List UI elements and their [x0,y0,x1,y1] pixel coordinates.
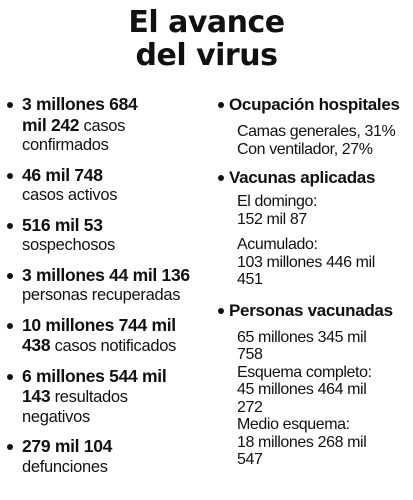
stat-value: 516 mil 53 [22,214,103,235]
stat-item-sospechosos: 516 mil 53 sospechosos [7,214,212,256]
stat-label: casos confirmados [22,116,126,155]
personas-body: 65 millones 345 mil 758 Esquema completo… [218,329,410,469]
stat-item-recuperadas: 3 millones 44 mil 136 personas recuperad… [7,264,212,306]
section-title: Ocupación hospitales [229,95,400,114]
bullet-icon [7,444,13,450]
stat-value: 6 millones 544 mil 143 [22,365,167,406]
stat-value: 3 millones 684 mil 242 [22,94,138,135]
bullet-icon [7,373,13,380]
medio-label: Medio esquema: [237,416,350,433]
section-personas: Personas vacunadas [218,301,410,321]
bullet-icon [7,272,13,279]
bullet-icon [7,172,13,179]
stat-label: defunciones [22,457,108,476]
completo-value: 45 millones 464 mil 272 [237,381,367,416]
vacunas-body: El domingo: 152 mil 87 Acumulado: 103 mi… [218,193,410,289]
stat-label: casos activos [22,186,118,204]
stat-item-confirmados: 3 millones 684 mil 242 casos confirmados [7,94,212,156]
stat-label: casos notificados [50,337,177,355]
stat-item-defunciones: 279 mil 104 defunciones [7,436,212,477]
stat-item-activos: 46 mil 748 casos activos [7,164,212,206]
medio-value: 18 millones 268 mil 547 [237,433,367,469]
title-line-1: El avance [128,5,285,40]
stat-label: personas recuperadas [22,286,181,304]
stat-value: 10 millones 744 mil 438 [22,314,176,355]
bullet-icon [7,322,13,329]
page-title: El avance del virus [0,6,413,72]
bullet-icon [218,102,224,108]
bullet-icon [218,307,224,314]
personas-total: 65 millones 345 mil 758 [237,328,367,364]
con-ventilador: Con ventilador, 27% [237,140,373,158]
stat-item-notificados: 10 millones 744 mil 438 casos notificado… [7,314,212,357]
bullet-icon [218,175,224,181]
left-column: 3 millones 684 mil 242 casos confirmados… [7,94,212,487]
section-hospitales: Ocupación hospitales [218,95,410,115]
acumulado-value: 103 millones 446 mil 451 [237,253,375,289]
domingo-label: El domingo: [237,193,318,210]
stat-value: 279 mil 104 [22,436,113,456]
bullet-icon [7,222,13,229]
title-line-2: del virus [135,38,278,73]
section-title: Vacunas aplicadas [229,168,376,187]
section-vacunas: Vacunas aplicadas [218,168,410,188]
acumulado-label: Acumulado: [237,236,318,253]
section-title: Personas vacunadas [229,300,393,320]
bullet-icon [7,102,13,108]
domingo-value: 152 mil 87 [237,210,307,228]
stat-label: sospechosos [22,236,116,254]
completo-label: Esquema completo: [237,363,372,381]
stat-item-negativos: 6 millones 544 mil 143 resultados negati… [7,365,212,428]
hospitales-body: Camas generales, 31% Con ventilador, 27% [218,123,410,158]
stat-value: 46 mil 748 [22,164,103,185]
camas-generales: Camas generales, 31% [237,123,396,140]
stat-label: resultados negativos [22,388,128,426]
stat-value: 3 millones 44 mil 136 [22,264,190,285]
right-column: Ocupación hospitales Camas generales, 31… [218,95,410,469]
